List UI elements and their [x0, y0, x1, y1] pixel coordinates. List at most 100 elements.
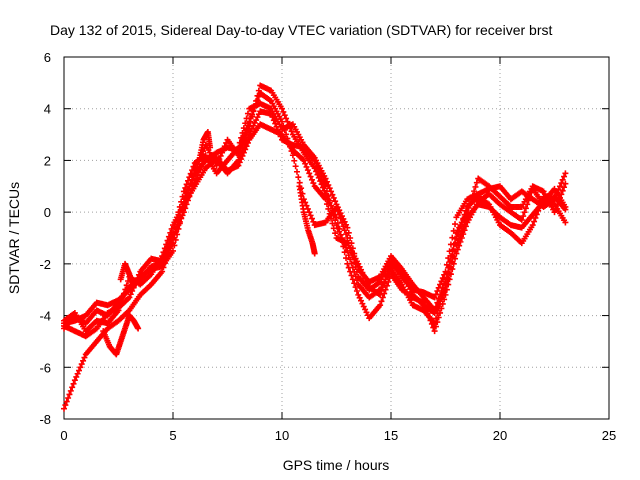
data-point-interp [78, 361, 85, 368]
data-point-interp [353, 288, 360, 295]
data-point-interp [295, 174, 302, 181]
data-point-interp [189, 167, 196, 174]
data-point-interp [307, 173, 314, 180]
data-point-interp [306, 170, 313, 177]
data-point-interp [81, 354, 88, 361]
data-point-interp [184, 177, 191, 184]
data-point [180, 188, 187, 195]
data-point [518, 216, 525, 223]
data-point-interp [454, 239, 461, 246]
data-point-interp [240, 138, 247, 145]
data-point-interp [69, 384, 76, 391]
data-point [322, 196, 329, 203]
data-point-interp [161, 245, 168, 252]
data-point-interp [179, 193, 186, 200]
y-tick-label: 2 [44, 153, 51, 168]
data-point-interp [127, 291, 134, 298]
data-point-interp [556, 183, 563, 190]
data-point-interp [435, 314, 442, 321]
data-point [311, 165, 318, 172]
data-point [377, 302, 384, 309]
data-point-interp [465, 204, 472, 211]
data-point-interp [351, 280, 358, 287]
data-point-interp [532, 214, 539, 221]
data-point-interp [449, 259, 456, 266]
data-point-interp [310, 180, 317, 187]
data-point-interp [291, 157, 298, 164]
data-point-interp [160, 249, 167, 256]
data-point [344, 260, 351, 267]
data-point-interp [347, 268, 354, 275]
data-point [311, 250, 318, 257]
data-point-interp [427, 317, 434, 324]
data-point [170, 247, 176, 254]
data-point-interp [242, 120, 249, 127]
data-point-interp [308, 176, 315, 183]
data-point-interp [292, 163, 299, 170]
data-point-interp [221, 143, 228, 150]
data-point-interp [190, 163, 197, 170]
data-point-interp [284, 118, 291, 125]
data-point [300, 157, 307, 164]
data-point-interp [243, 143, 250, 150]
data-point-interp [337, 231, 344, 238]
data-point-interp [554, 202, 561, 209]
data-point-interp [447, 264, 454, 271]
data-point [322, 175, 329, 182]
series-track-8 [117, 260, 137, 291]
x-axis-title: GPS time / hours [283, 457, 390, 473]
data-point-interp [458, 228, 465, 235]
data-point-interp [315, 174, 322, 181]
data-point-interp [186, 174, 193, 181]
data-point-interp [378, 298, 385, 305]
data-point-interp [318, 181, 325, 188]
data-point-interp [452, 248, 459, 255]
data-point-interp [347, 235, 354, 241]
data-point [442, 286, 449, 293]
data-point-interp [456, 235, 463, 242]
data-point-interp [426, 313, 433, 320]
data-point [126, 294, 133, 301]
y-tick-labels: -8 -6 -4 -2 0 2 4 6 [39, 50, 51, 427]
data-point-interp [325, 205, 332, 212]
data-point-interp [65, 394, 72, 401]
data-point-interp [438, 305, 445, 312]
data-point [562, 203, 569, 210]
data-point-interp [255, 87, 262, 94]
data-point-interp [302, 160, 309, 167]
data-point-interp [329, 220, 336, 227]
data-point-interp [244, 127, 251, 134]
x-tick-label: 5 [169, 428, 176, 443]
data-point-interp [329, 191, 336, 198]
data-point-interp [341, 249, 348, 256]
data-point [246, 123, 253, 130]
data-point-interp [462, 217, 469, 224]
data-point-interp [66, 391, 73, 398]
data-point-interp [457, 232, 464, 239]
data-point-interp [175, 225, 182, 232]
x-tick-label: 25 [602, 428, 616, 443]
data-point-interp [280, 108, 287, 115]
data-point-interp [520, 213, 527, 220]
y-tick-label: 0 [44, 205, 51, 220]
data-point [453, 242, 460, 249]
y-tick-label: 4 [44, 102, 51, 117]
data-point-interp [473, 179, 480, 186]
data-point-interp [172, 236, 179, 243]
data-point-interp [75, 367, 82, 374]
data-point-interp [323, 178, 330, 185]
data-point-interp [340, 243, 347, 250]
y-tick-label: 6 [44, 50, 51, 65]
data-point-interp [63, 398, 70, 405]
data-point-interp [249, 113, 256, 120]
data-point-interp [77, 364, 84, 371]
data-point-interp [182, 184, 189, 191]
data-point-interp [330, 225, 337, 232]
data-point-interp [308, 215, 315, 222]
data-point-interp [281, 112, 288, 119]
data-point-interp [472, 183, 479, 190]
data-point-interp [239, 129, 246, 136]
data-point-interp [334, 220, 341, 227]
data-point-interp [332, 230, 339, 237]
x-tick-label: 15 [384, 428, 398, 443]
